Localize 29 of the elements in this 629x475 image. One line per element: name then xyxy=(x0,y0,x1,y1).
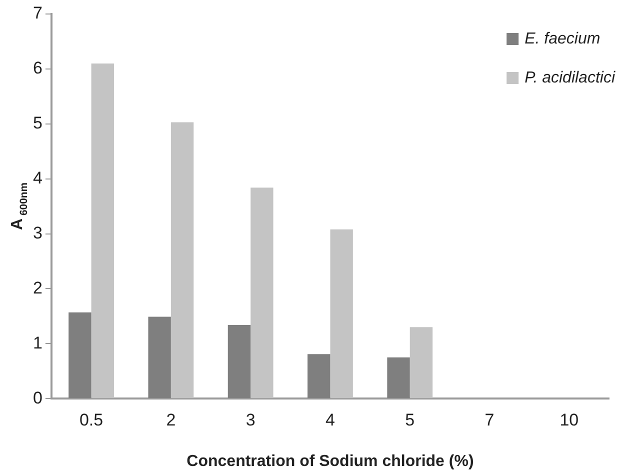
bar xyxy=(250,188,274,398)
x-tick-label: 0.5 xyxy=(79,410,104,430)
bar xyxy=(228,324,251,398)
y-tick-label: 2 xyxy=(32,278,42,298)
legend-label: E. faecium xyxy=(524,30,600,48)
x-tick-label: 3 xyxy=(246,410,256,430)
y-tick-label: 6 xyxy=(32,58,42,78)
bar xyxy=(170,122,194,398)
y-axis-title: A600nm xyxy=(9,182,30,230)
x-tick-label: 7 xyxy=(484,410,494,430)
legend-label: P. acidilactici xyxy=(524,69,616,86)
y-tick-label: 4 xyxy=(32,168,42,188)
y-tick-label: 1 xyxy=(32,333,42,352)
x-tick-label: 2 xyxy=(166,410,176,430)
bar xyxy=(91,63,114,398)
bar xyxy=(308,354,330,398)
bar xyxy=(330,229,353,398)
bar xyxy=(387,357,410,398)
x-axis-title: Concentration of Sodium chloride (%) xyxy=(186,453,474,470)
y-tick-label: 0 xyxy=(32,388,42,408)
bar xyxy=(68,312,92,398)
y-tick-label: 5 xyxy=(32,114,42,133)
y-tick-label: 3 xyxy=(32,223,42,242)
bar xyxy=(410,327,433,398)
bar xyxy=(148,316,171,398)
x-tick-label: 4 xyxy=(325,410,335,430)
y-tick-label: 7 xyxy=(32,4,42,23)
x-tick-label: 10 xyxy=(560,410,579,430)
x-tick-label: 5 xyxy=(405,410,415,430)
